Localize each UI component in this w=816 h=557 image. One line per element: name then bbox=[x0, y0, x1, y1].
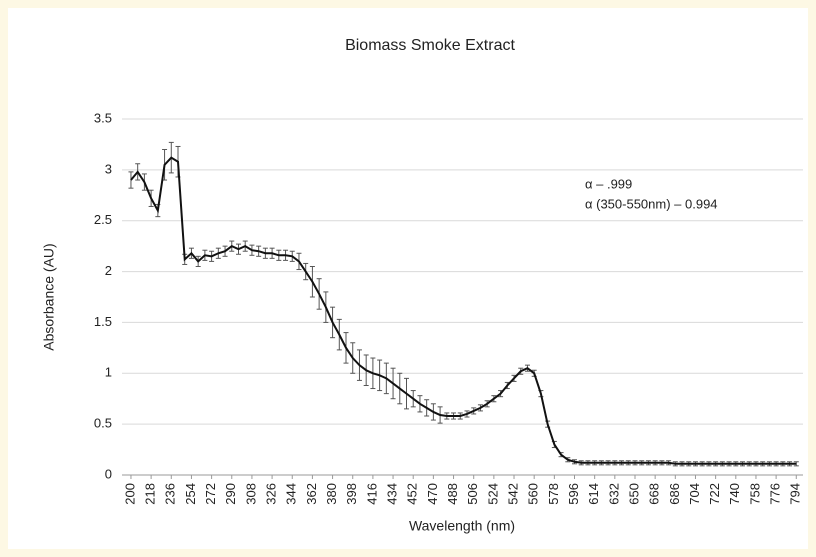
x-tick-label: 668 bbox=[647, 483, 662, 505]
annotation: α (350-550nm) – 0.994 bbox=[585, 196, 718, 211]
x-tick-label: 254 bbox=[183, 483, 198, 505]
x-tick-label: 344 bbox=[284, 483, 299, 505]
x-tick-label: 236 bbox=[163, 483, 178, 505]
x-tick-label: 362 bbox=[304, 483, 319, 505]
x-tick-label: 308 bbox=[243, 483, 258, 505]
y-tick-label: 3.5 bbox=[94, 110, 112, 125]
x-tick-label: 380 bbox=[324, 483, 339, 505]
annotation: α – .999 bbox=[585, 176, 632, 191]
x-tick-label: 686 bbox=[667, 483, 682, 505]
x-tick-label: 560 bbox=[526, 483, 541, 505]
x-tick-label: 542 bbox=[505, 483, 520, 505]
x-tick-label: 200 bbox=[122, 483, 137, 505]
y-tick-label: 3 bbox=[105, 161, 112, 176]
x-tick-label: 650 bbox=[626, 483, 641, 505]
x-tick-label: 704 bbox=[687, 483, 702, 505]
x-tick-label: 776 bbox=[768, 483, 783, 505]
y-axis-label: Absorbance (AU) bbox=[41, 243, 57, 350]
x-tick-label: 326 bbox=[264, 483, 279, 505]
y-tick-label: 0.5 bbox=[94, 416, 112, 431]
x-tick-label: 488 bbox=[445, 483, 460, 505]
x-tick-label: 398 bbox=[344, 483, 359, 505]
x-tick-label: 794 bbox=[788, 483, 803, 505]
y-tick-label: 1 bbox=[105, 365, 112, 380]
x-tick-label: 758 bbox=[747, 483, 762, 505]
x-tick-label: 740 bbox=[727, 483, 742, 505]
x-tick-label: 596 bbox=[566, 483, 581, 505]
y-tick-label: 2.5 bbox=[94, 212, 112, 227]
x-tick-label: 416 bbox=[364, 483, 379, 505]
x-tick-label: 506 bbox=[465, 483, 480, 505]
x-tick-label: 272 bbox=[203, 483, 218, 505]
x-tick-label: 452 bbox=[405, 483, 420, 505]
x-tick-label: 470 bbox=[425, 483, 440, 505]
x-tick-label: 218 bbox=[143, 483, 158, 505]
chart-background bbox=[8, 8, 808, 549]
line bbox=[130, 156, 797, 465]
x-tick-label: 290 bbox=[223, 483, 238, 505]
x-tick-label: 722 bbox=[707, 483, 722, 505]
x-axis-label: Wavelength (nm) bbox=[409, 518, 515, 534]
y-tick-label: 0 bbox=[105, 466, 112, 481]
x-tick-label: 524 bbox=[485, 483, 500, 505]
y-tick-label: 2 bbox=[105, 263, 112, 278]
chart-title: Biomass Smoke Extract bbox=[345, 37, 515, 54]
x-tick-label: 614 bbox=[586, 483, 601, 505]
y-tick-label: 1.5 bbox=[94, 314, 112, 329]
x-tick-label: 434 bbox=[384, 483, 399, 505]
x-tick-label: 578 bbox=[546, 483, 561, 505]
x-tick-label: 632 bbox=[606, 483, 621, 505]
